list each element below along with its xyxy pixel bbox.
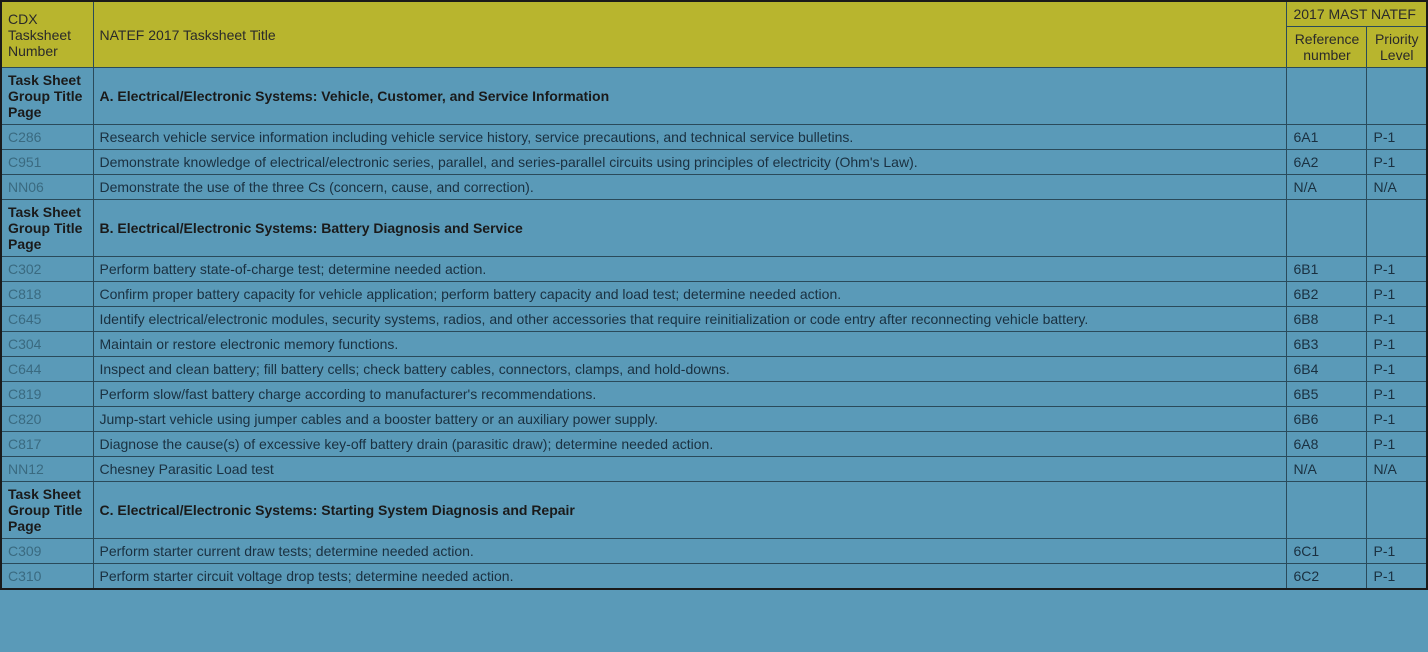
- code-cell: C304: [1, 332, 93, 357]
- table-row: C309Perform starter current draw tests; …: [1, 539, 1427, 564]
- code-cell: C818: [1, 282, 93, 307]
- table-row: NN06Demonstrate the use of the three Cs …: [1, 175, 1427, 200]
- title-cell: Maintain or restore electronic memory fu…: [93, 332, 1287, 357]
- pri-cell: P-1: [1367, 382, 1427, 407]
- pri-cell: P-1: [1367, 357, 1427, 382]
- group-pri-cell: [1367, 482, 1427, 539]
- ref-cell: 6B3: [1287, 332, 1367, 357]
- table-row: NN12Chesney Parasitic Load testN/AN/A: [1, 457, 1427, 482]
- ref-cell: 6B1: [1287, 257, 1367, 282]
- ref-cell: 6C2: [1287, 564, 1367, 590]
- code-cell: C817: [1, 432, 93, 457]
- pri-cell: P-1: [1367, 257, 1427, 282]
- table-row: C310Perform starter circuit voltage drop…: [1, 564, 1427, 590]
- group-pri-cell: [1367, 200, 1427, 257]
- title-cell: Chesney Parasitic Load test: [93, 457, 1287, 482]
- table-row: C818Confirm proper battery capacity for …: [1, 282, 1427, 307]
- table-row: C286Research vehicle service information…: [1, 125, 1427, 150]
- code-cell: C820: [1, 407, 93, 432]
- title-cell: Demonstrate knowledge of electrical/elec…: [93, 150, 1287, 175]
- header-mast-natef: 2017 MAST NATEF: [1287, 1, 1427, 27]
- ref-cell: N/A: [1287, 175, 1367, 200]
- group-ref-cell: [1287, 482, 1367, 539]
- code-cell: C302: [1, 257, 93, 282]
- pri-cell: P-1: [1367, 282, 1427, 307]
- table-row: C817Diagnose the cause(s) of excessive k…: [1, 432, 1427, 457]
- pri-cell: N/A: [1367, 175, 1427, 200]
- ref-cell: 6B2: [1287, 282, 1367, 307]
- title-cell: Perform battery state-of-charge test; de…: [93, 257, 1287, 282]
- table-row: C820Jump-start vehicle using jumper cabl…: [1, 407, 1427, 432]
- table-row: C302Perform battery state-of-charge test…: [1, 257, 1427, 282]
- header-priority-level: Priority Level: [1367, 27, 1427, 68]
- group-title-cell: A. Electrical/Electronic Systems: Vehicl…: [93, 68, 1287, 125]
- pri-cell: P-1: [1367, 539, 1427, 564]
- title-cell: Diagnose the cause(s) of excessive key-o…: [93, 432, 1287, 457]
- ref-cell: 6C1: [1287, 539, 1367, 564]
- header-reference-number: Reference number: [1287, 27, 1367, 68]
- title-cell: Research vehicle service information inc…: [93, 125, 1287, 150]
- pri-cell: P-1: [1367, 432, 1427, 457]
- code-cell: C286: [1, 125, 93, 150]
- table-row: C819Perform slow/fast battery charge acc…: [1, 382, 1427, 407]
- code-cell: NN12: [1, 457, 93, 482]
- tasksheet-table: CDX Tasksheet Number NATEF 2017 Taskshee…: [0, 0, 1428, 590]
- pri-cell: P-1: [1367, 150, 1427, 175]
- title-cell: Demonstrate the use of the three Cs (con…: [93, 175, 1287, 200]
- group-title-cell: C. Electrical/Electronic Systems: Starti…: [93, 482, 1287, 539]
- group-title-cell: B. Electrical/Electronic Systems: Batter…: [93, 200, 1287, 257]
- title-cell: Perform starter circuit voltage drop tes…: [93, 564, 1287, 590]
- code-cell: C310: [1, 564, 93, 590]
- code-cell: C645: [1, 307, 93, 332]
- pri-cell: P-1: [1367, 407, 1427, 432]
- ref-cell: N/A: [1287, 457, 1367, 482]
- ref-cell: 6B6: [1287, 407, 1367, 432]
- ref-cell: 6A2: [1287, 150, 1367, 175]
- title-cell: Confirm proper battery capacity for vehi…: [93, 282, 1287, 307]
- ref-cell: 6A1: [1287, 125, 1367, 150]
- code-cell: C819: [1, 382, 93, 407]
- ref-cell: 6B5: [1287, 382, 1367, 407]
- group-label-cell: Task Sheet Group Title Page: [1, 482, 93, 539]
- group-header-row: Task Sheet Group Title PageC. Electrical…: [1, 482, 1427, 539]
- pri-cell: P-1: [1367, 125, 1427, 150]
- table-body: Task Sheet Group Title PageA. Electrical…: [1, 68, 1427, 590]
- ref-cell: 6B8: [1287, 307, 1367, 332]
- group-pri-cell: [1367, 68, 1427, 125]
- ref-cell: 6B4: [1287, 357, 1367, 382]
- title-cell: Jump-start vehicle using jumper cables a…: [93, 407, 1287, 432]
- table-header: CDX Tasksheet Number NATEF 2017 Taskshee…: [1, 1, 1427, 68]
- group-label-cell: Task Sheet Group Title Page: [1, 200, 93, 257]
- pri-cell: P-1: [1367, 332, 1427, 357]
- code-cell: C644: [1, 357, 93, 382]
- code-cell: C951: [1, 150, 93, 175]
- pri-cell: P-1: [1367, 564, 1427, 590]
- pri-cell: N/A: [1367, 457, 1427, 482]
- group-header-row: Task Sheet Group Title PageA. Electrical…: [1, 68, 1427, 125]
- header-cdx-number: CDX Tasksheet Number: [1, 1, 93, 68]
- title-cell: Inspect and clean battery; fill battery …: [93, 357, 1287, 382]
- group-ref-cell: [1287, 68, 1367, 125]
- group-ref-cell: [1287, 200, 1367, 257]
- title-cell: Perform slow/fast battery charge accordi…: [93, 382, 1287, 407]
- pri-cell: P-1: [1367, 307, 1427, 332]
- table-row: C951Demonstrate knowledge of electrical/…: [1, 150, 1427, 175]
- ref-cell: 6A8: [1287, 432, 1367, 457]
- header-title: NATEF 2017 Tasksheet Title: [93, 1, 1287, 68]
- code-cell: C309: [1, 539, 93, 564]
- table-row: C304Maintain or restore electronic memor…: [1, 332, 1427, 357]
- title-cell: Identify electrical/electronic modules, …: [93, 307, 1287, 332]
- table-row: C644Inspect and clean battery; fill batt…: [1, 357, 1427, 382]
- group-header-row: Task Sheet Group Title PageB. Electrical…: [1, 200, 1427, 257]
- group-label-cell: Task Sheet Group Title Page: [1, 68, 93, 125]
- table-row: C645Identify electrical/electronic modul…: [1, 307, 1427, 332]
- title-cell: Perform starter current draw tests; dete…: [93, 539, 1287, 564]
- code-cell: NN06: [1, 175, 93, 200]
